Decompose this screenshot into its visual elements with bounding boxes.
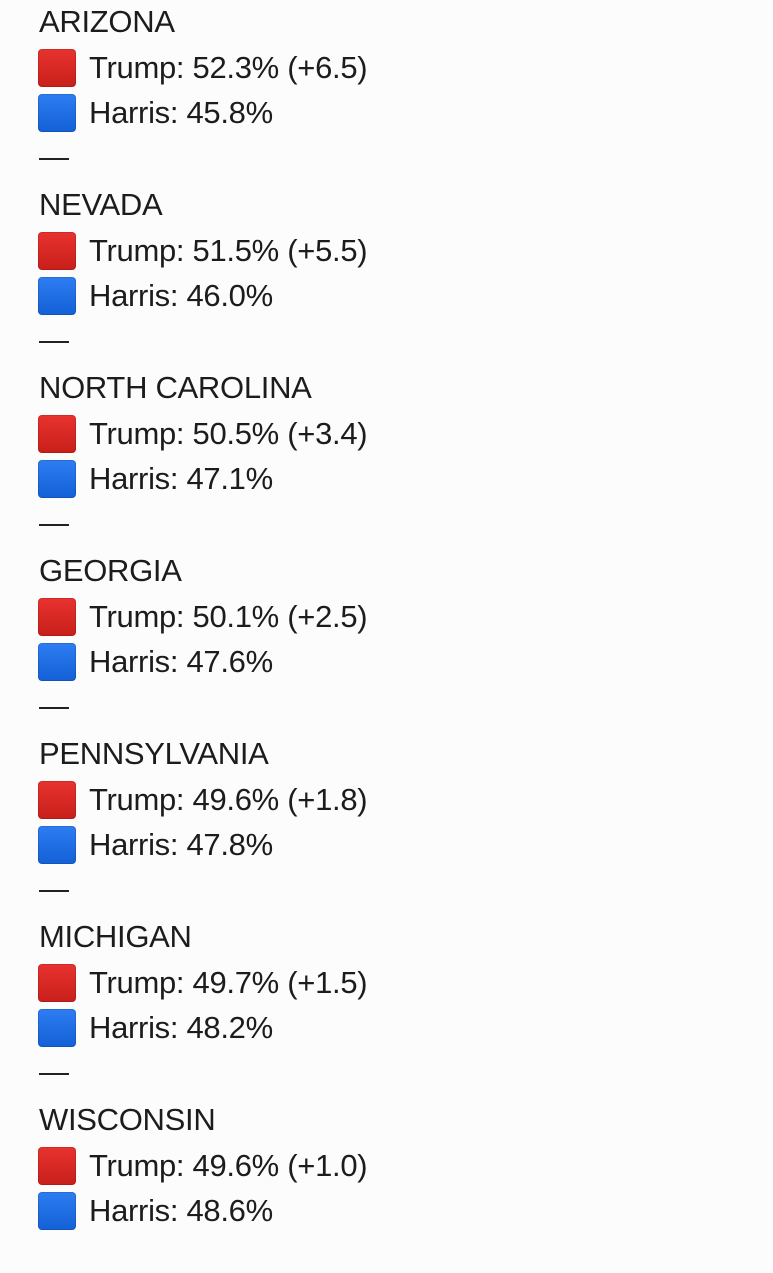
blue-square-icon — [38, 643, 76, 681]
section-divider — [39, 707, 69, 709]
harris-result-row: Harris: 47.8% — [38, 825, 273, 865]
harris-result-row: Harris: 47.1% — [38, 459, 273, 499]
state-name: NORTH CAROLINA — [39, 370, 312, 405]
state-block-wisconsin: WISCONSIN Trump: 49.6% (+1.0) Harris: 48… — [38, 1098, 738, 1273]
blue-square-icon — [38, 94, 76, 132]
trump-result-text: Trump: 52.3% (+6.5) — [89, 50, 368, 85]
harris-result-text: Harris: 47.1% — [89, 461, 273, 496]
harris-result-row: Harris: 45.8% — [38, 93, 273, 133]
harris-result-row: Harris: 48.6% — [38, 1191, 273, 1231]
state-name: GEORGIA — [39, 553, 182, 588]
harris-result-text: Harris: 48.2% — [89, 1010, 273, 1045]
state-block-pennsylvania: PENNSYLVANIA Trump: 49.6% (+1.8) Harris:… — [38, 732, 738, 907]
trump-result-row: Trump: 50.5% (+3.4) — [38, 414, 368, 454]
blue-square-icon — [38, 460, 76, 498]
trump-result-text: Trump: 49.6% (+1.8) — [89, 782, 368, 817]
harris-result-text: Harris: 48.6% — [89, 1193, 273, 1228]
state-block-arizona: ARIZONA Trump: 52.3% (+6.5) Harris: 45.8… — [38, 0, 738, 175]
section-divider — [39, 890, 69, 892]
harris-result-text: Harris: 47.6% — [89, 644, 273, 679]
blue-square-icon — [38, 277, 76, 315]
state-block-michigan: MICHIGAN Trump: 49.7% (+1.5) Harris: 48.… — [38, 915, 738, 1090]
harris-result-text: Harris: 45.8% — [89, 95, 273, 130]
red-square-icon — [38, 232, 76, 270]
red-square-icon — [38, 598, 76, 636]
state-name: WISCONSIN — [39, 1102, 216, 1137]
harris-result-text: Harris: 47.8% — [89, 827, 273, 862]
harris-result-text: Harris: 46.0% — [89, 278, 273, 313]
state-block-georgia: GEORGIA Trump: 50.1% (+2.5) Harris: 47.6… — [38, 549, 738, 724]
trump-result-row: Trump: 50.1% (+2.5) — [38, 597, 368, 637]
section-divider — [39, 1073, 69, 1075]
blue-square-icon — [38, 1009, 76, 1047]
trump-result-text: Trump: 50.1% (+2.5) — [89, 599, 368, 634]
trump-result-text: Trump: 51.5% (+5.5) — [89, 233, 368, 268]
red-square-icon — [38, 781, 76, 819]
section-divider — [39, 341, 69, 343]
state-block-north-carolina: NORTH CAROLINA Trump: 50.5% (+3.4) Harri… — [38, 366, 738, 541]
state-name: MICHIGAN — [39, 919, 192, 954]
trump-result-row: Trump: 49.6% (+1.8) — [38, 780, 368, 820]
trump-result-row: Trump: 52.3% (+6.5) — [38, 48, 368, 88]
red-square-icon — [38, 964, 76, 1002]
trump-result-row: Trump: 49.7% (+1.5) — [38, 963, 368, 1003]
section-divider — [39, 524, 69, 526]
section-divider — [39, 158, 69, 160]
state-name: PENNSYLVANIA — [39, 736, 269, 771]
state-block-nevada: NEVADA Trump: 51.5% (+5.5) Harris: 46.0% — [38, 183, 738, 358]
trump-result-text: Trump: 49.7% (+1.5) — [89, 965, 368, 1000]
harris-result-row: Harris: 46.0% — [38, 276, 273, 316]
state-name: ARIZONA — [39, 4, 175, 39]
trump-result-text: Trump: 49.6% (+1.0) — [89, 1148, 368, 1183]
harris-result-row: Harris: 48.2% — [38, 1008, 273, 1048]
trump-result-row: Trump: 49.6% (+1.0) — [38, 1146, 368, 1186]
trump-result-text: Trump: 50.5% (+3.4) — [89, 416, 368, 451]
trump-result-row: Trump: 51.5% (+5.5) — [38, 231, 368, 271]
red-square-icon — [38, 1147, 76, 1185]
blue-square-icon — [38, 1192, 76, 1230]
harris-result-row: Harris: 47.6% — [38, 642, 273, 682]
state-name: NEVADA — [39, 187, 163, 222]
red-square-icon — [38, 49, 76, 87]
blue-square-icon — [38, 826, 76, 864]
red-square-icon — [38, 415, 76, 453]
